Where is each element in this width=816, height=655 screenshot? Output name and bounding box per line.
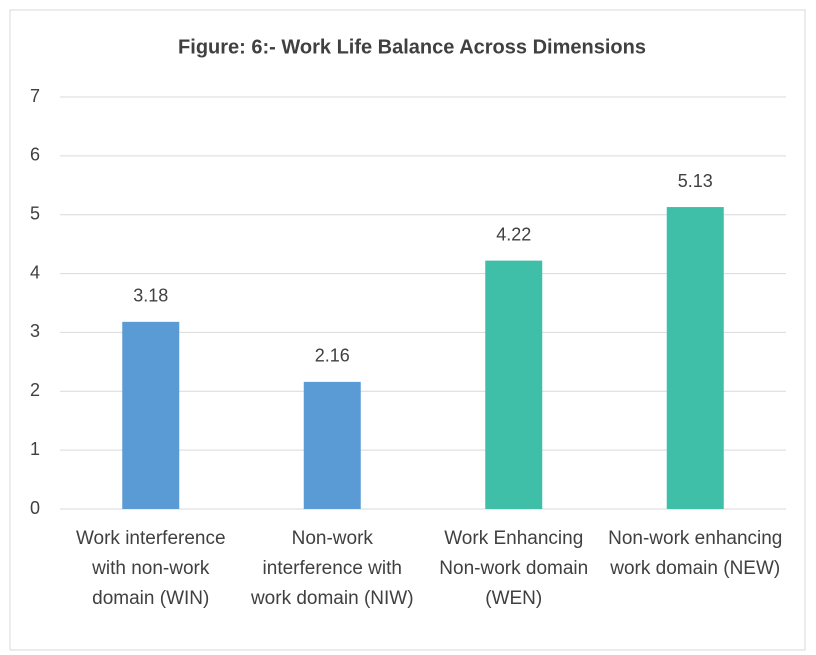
bar — [303, 381, 361, 509]
x-tick-label: Non-work enhancing work domain (NEW) — [608, 528, 783, 579]
y-tick-label: 0 — [30, 498, 40, 518]
y-tick-label: 1 — [30, 439, 40, 459]
y-tick-label: 6 — [30, 145, 40, 165]
y-tick-label: 4 — [30, 262, 40, 282]
y-tick-label: 2 — [30, 380, 40, 400]
bar — [485, 260, 543, 509]
x-tick-label: Work interference with non-work domain (… — [75, 528, 226, 609]
value-label: 3.18 — [133, 286, 168, 306]
x-tick-label: Work Enhancing Non-work domain (WEN) — [439, 528, 589, 609]
y-tick-label: 5 — [30, 203, 40, 223]
value-label: 5.13 — [678, 171, 713, 191]
bar — [666, 207, 724, 509]
y-tick-label: 7 — [30, 86, 40, 106]
chart-title: Figure: 6:- Work Life Balance Across Dim… — [178, 36, 646, 58]
bar — [122, 321, 180, 509]
y-tick-label: 3 — [30, 321, 40, 341]
x-tick-label: Non-work interference with work domain (… — [250, 528, 414, 609]
value-label: 2.16 — [315, 346, 350, 366]
value-label: 4.22 — [496, 224, 531, 244]
